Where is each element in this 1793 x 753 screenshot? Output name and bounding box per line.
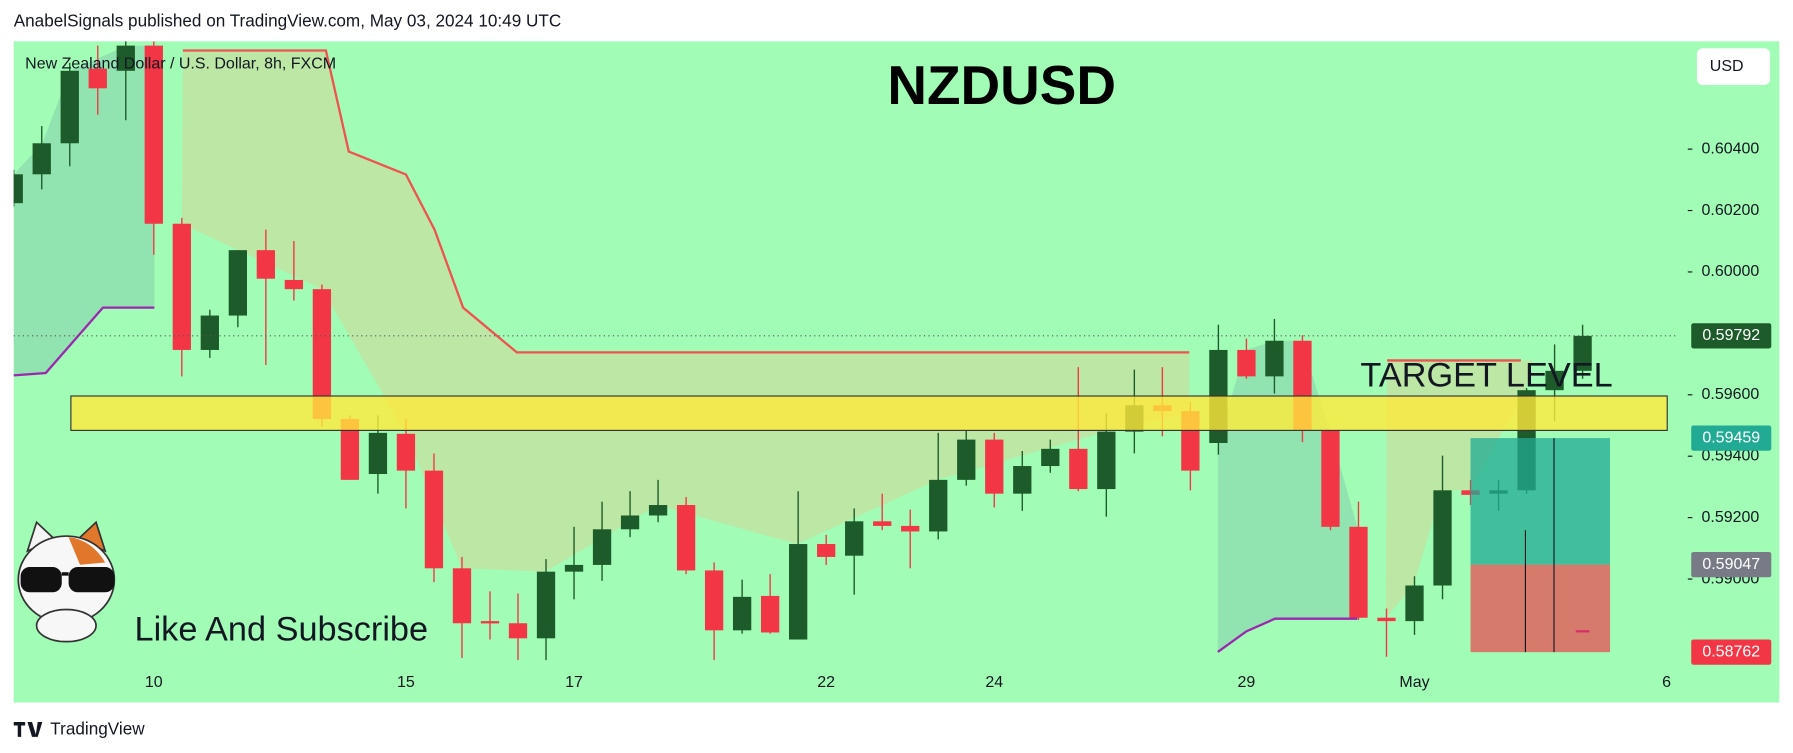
y-tick-label: 0.59400: [1702, 446, 1760, 464]
candle-body: [396, 433, 416, 471]
x-tick-label: 10: [145, 673, 163, 691]
candle-body: [985, 439, 1004, 494]
candle-body: [1545, 370, 1564, 391]
candle-body: [60, 70, 79, 144]
candle-body: [817, 544, 836, 557]
y-tick-label: 0.59600: [1702, 385, 1760, 403]
candle-body: [480, 621, 500, 624]
candle-body: [1237, 349, 1256, 377]
candle-body: [88, 68, 107, 89]
candle-body: [648, 505, 668, 516]
x-tick-label: May: [1399, 673, 1429, 691]
x-tick-label: 22: [817, 673, 835, 691]
symbol-info: New Zealand Dollar / U.S. Dollar, 8h, FX…: [25, 54, 336, 72]
annotation: TARGET LEVEL: [1360, 357, 1612, 395]
candle-body: [592, 529, 612, 565]
x-tick-label: 15: [397, 673, 415, 691]
price-badge: [1691, 323, 1772, 349]
x-tick-label: 17: [565, 673, 583, 691]
candle-body: [536, 571, 556, 639]
y-tick-label: 0.60200: [1702, 201, 1760, 219]
candle-body: [760, 595, 780, 633]
annotation: Like And Subscribe: [135, 610, 429, 648]
candle-body: [116, 45, 135, 71]
trend-fill: [13, 45, 155, 376]
candle-body: [228, 250, 247, 316]
candle-body: [1573, 335, 1592, 371]
target-box: [1470, 438, 1611, 565]
candle-body: [172, 223, 191, 350]
candle-body: [284, 279, 304, 290]
price-badge: [1691, 639, 1772, 665]
candle-body: [1013, 466, 1032, 494]
candle-body: [957, 439, 976, 480]
candle-body: [13, 174, 23, 204]
x-tick-label: 24: [985, 673, 1003, 691]
candle-body: [1069, 448, 1088, 490]
candle-body: [1265, 340, 1284, 377]
candle-body: [620, 515, 640, 530]
chart-title: NZDUSD: [887, 54, 1116, 116]
candle-body: [200, 315, 219, 350]
price-badge-label: 0.59047: [1702, 555, 1760, 573]
x-tick-label: 29: [1238, 673, 1256, 691]
candle-body: [312, 289, 332, 420]
price-badge: [1691, 551, 1772, 578]
candle-body: [704, 570, 724, 631]
y-tick-label: 0.60400: [1702, 139, 1760, 157]
candle-body: [32, 143, 51, 175]
x-tick-label: 6: [1662, 673, 1671, 691]
supertrend-line: [1217, 617, 1358, 653]
candle-body: [424, 470, 444, 569]
candle-body: [1377, 617, 1396, 622]
price-badge-label: 0.59459: [1702, 428, 1760, 446]
candle-body: [452, 568, 472, 624]
price-badge-label: 0.59792: [1702, 326, 1760, 344]
supply-zone: [70, 395, 1668, 431]
candle-body: [1321, 430, 1340, 527]
candle-body: [1097, 431, 1116, 490]
supertrend-line: [13, 306, 155, 377]
price-axis: 0.60400 0.60200 0.60000 0.59600 0.59400 0.592…: [145, 139, 1772, 691]
supertrend-line: [182, 49, 1190, 354]
candle-body: [1433, 490, 1452, 586]
candle-body: [508, 623, 528, 639]
y-tick-label: 0.59200: [1702, 508, 1760, 526]
candle-body: [1405, 585, 1424, 622]
price-badge-label: 0.58762: [1702, 642, 1760, 660]
stop-box: [1470, 564, 1611, 653]
brand: TradingView: [13, 719, 145, 739]
candle-body: [873, 521, 892, 526]
candle-body: [929, 479, 948, 532]
currency-button[interactable]: [1696, 48, 1771, 85]
cat-sticker: [17, 520, 116, 643]
candle-body: [845, 521, 864, 556]
price-badge: [1691, 425, 1772, 451]
candle-body: [368, 432, 388, 475]
candle-body: [901, 525, 920, 532]
candle-body: [340, 419, 360, 480]
candle-body: [564, 564, 584, 572]
overlay: [13, 49, 1679, 653]
candle-body: [256, 250, 276, 279]
candle-body: [732, 596, 752, 631]
candle-body: [1041, 448, 1060, 467]
publisher-line: AnabelSignals published on TradingView.c…: [14, 10, 562, 30]
candle-body: [1349, 526, 1368, 618]
candle-body: [676, 505, 696, 571]
candle-body: [789, 544, 808, 640]
trend-fill: [181, 50, 1190, 572]
currency-label[interactable]: USD: [1710, 57, 1744, 75]
brand-name: TradingView: [50, 719, 145, 739]
y-tick-label: 0.60000: [1702, 262, 1760, 280]
candle-body: [144, 45, 163, 224]
